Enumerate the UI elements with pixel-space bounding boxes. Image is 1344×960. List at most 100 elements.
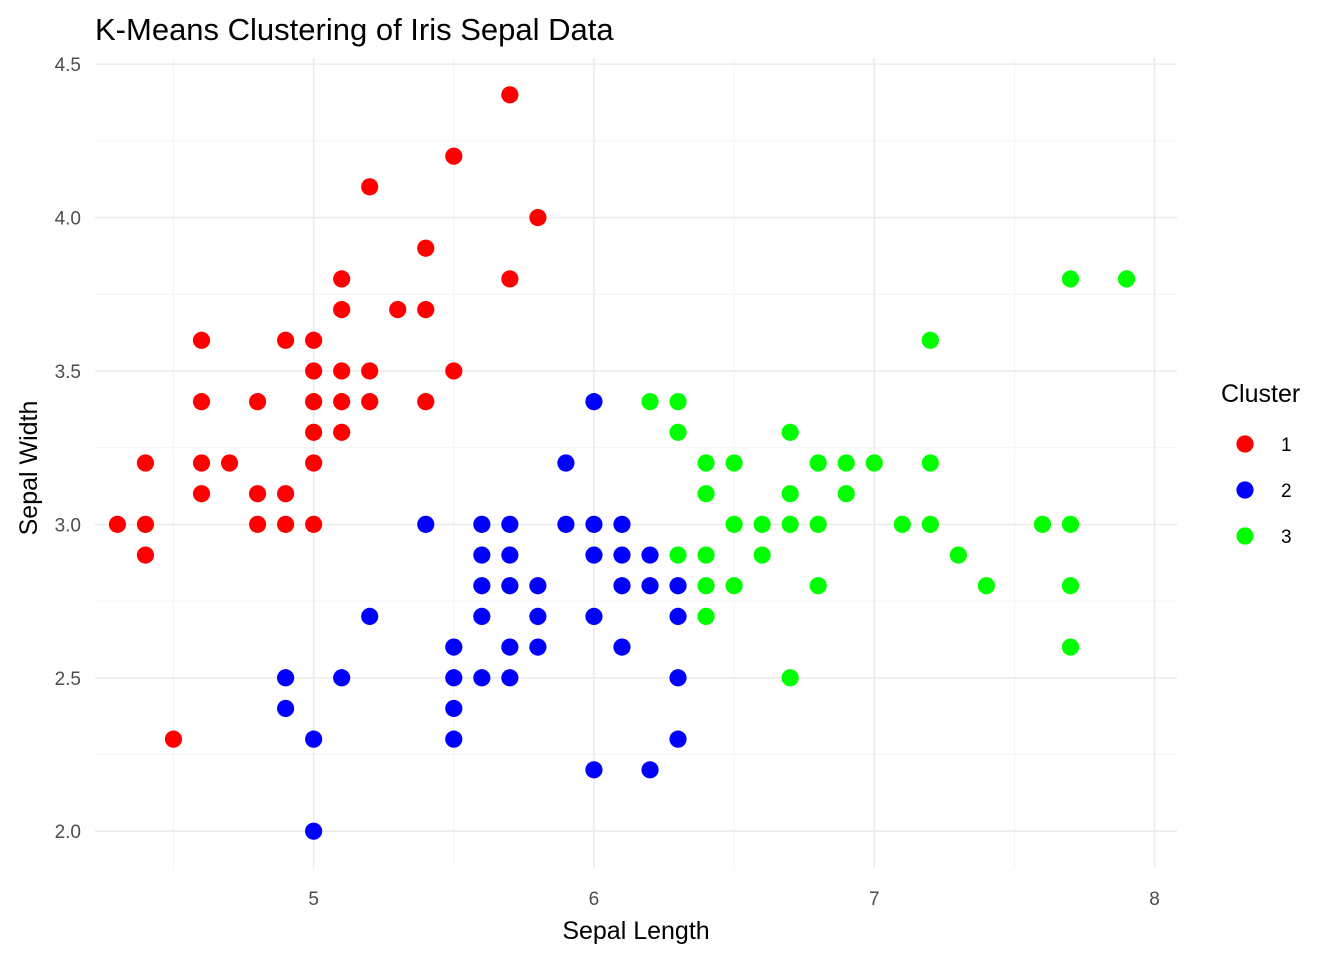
legend: Cluster 1 2 3 xyxy=(1221,380,1300,548)
cluster-2-point xyxy=(669,730,687,748)
cluster-1-point xyxy=(136,454,155,472)
cluster-1-point xyxy=(361,393,379,411)
legend-label-3: 3 xyxy=(1281,527,1292,548)
cluster-2-point xyxy=(361,607,379,626)
cluster-2-point xyxy=(445,730,463,748)
legend-key-2 xyxy=(1236,481,1254,499)
cluster-2-point xyxy=(473,607,491,626)
cluster-2-point xyxy=(585,515,603,533)
cluster-1-point xyxy=(192,331,211,349)
cluster-2-point xyxy=(585,546,603,564)
cluster-1-point xyxy=(305,515,323,533)
cluster-3-point xyxy=(1061,270,1080,288)
y-tick-label: 3.5 xyxy=(55,362,81,383)
cluster-1-point xyxy=(417,300,435,319)
cluster-2-point xyxy=(557,454,575,472)
cluster-2-point xyxy=(501,515,519,533)
cluster-3-point xyxy=(669,546,687,564)
cluster-1-point xyxy=(445,147,463,165)
cluster-2-point xyxy=(445,699,463,718)
cluster-1-point xyxy=(305,362,323,380)
cluster-3-point xyxy=(1033,515,1052,533)
cluster-3-point xyxy=(753,546,771,564)
cluster-3-point xyxy=(921,454,939,472)
cluster-3-point xyxy=(669,393,687,411)
cluster-3-point xyxy=(725,515,743,533)
cluster-1-point xyxy=(361,178,379,196)
cluster-2-point xyxy=(445,638,463,656)
cluster-2-point xyxy=(641,577,659,595)
cluster-2-point xyxy=(585,607,603,626)
cluster-3-point xyxy=(809,454,827,472)
cluster-3-point xyxy=(1061,515,1080,533)
cluster-2-point xyxy=(585,393,603,411)
cluster-2-point xyxy=(557,515,575,533)
cluster-1-point xyxy=(136,546,155,564)
cluster-3-point xyxy=(725,454,743,472)
cluster-3-point xyxy=(697,485,715,503)
cluster-1-point xyxy=(248,393,267,411)
cluster-3-point xyxy=(753,515,771,533)
cluster-3-point xyxy=(669,423,687,441)
cluster-1-point xyxy=(305,454,323,472)
cluster-1-point xyxy=(277,515,295,533)
cluster-3-point xyxy=(781,515,799,533)
cluster-3-point xyxy=(781,423,799,441)
cluster-2-point xyxy=(305,730,323,748)
cluster-1-point xyxy=(164,730,183,748)
cluster-1-point xyxy=(361,362,379,380)
cluster-3-point xyxy=(697,454,715,472)
cluster-3-point xyxy=(781,485,799,503)
cluster-2-point xyxy=(333,669,351,687)
cluster-2-point xyxy=(529,577,547,595)
x-tick-label: 5 xyxy=(308,889,319,910)
cluster-2-point xyxy=(473,515,491,533)
cluster-3-point xyxy=(809,577,827,595)
cluster-3-point xyxy=(781,669,799,687)
cluster-1-point xyxy=(417,239,435,257)
cluster-1-point xyxy=(277,331,295,349)
cluster-3-point xyxy=(1061,638,1080,656)
cluster-1-point xyxy=(248,485,267,503)
cluster-2-point xyxy=(529,638,547,656)
legend-key-1 xyxy=(1236,435,1254,453)
cluster-1-point xyxy=(192,454,211,472)
grid-lines xyxy=(95,58,1177,868)
cluster-2-point xyxy=(501,638,519,656)
legend-key-3 xyxy=(1236,527,1254,545)
cluster-3-point xyxy=(641,393,659,411)
y-tick-label: 3.0 xyxy=(55,515,81,536)
cluster-2-point xyxy=(669,577,687,595)
cluster-1-point xyxy=(305,393,323,411)
cluster-2-point xyxy=(473,577,491,595)
y-tick-label: 2.5 xyxy=(55,669,81,690)
cluster-2-point xyxy=(277,669,295,687)
cluster-2-point xyxy=(473,546,491,564)
cluster-3-point xyxy=(837,454,855,472)
cluster-2-point xyxy=(669,669,687,687)
cluster-3-point xyxy=(697,607,715,626)
cluster-2-point xyxy=(613,515,631,533)
cluster-1-point xyxy=(277,485,295,503)
cluster-1-point xyxy=(445,362,463,380)
cluster-1-point xyxy=(248,515,267,533)
y-axis-title: Sepal Width xyxy=(15,401,43,536)
legend-label-1: 1 xyxy=(1281,435,1292,456)
cluster-2-point xyxy=(501,577,519,595)
cluster-3-point xyxy=(949,546,967,564)
cluster-2-point xyxy=(529,607,547,626)
cluster-2-point xyxy=(669,607,687,626)
cluster-2-point xyxy=(613,638,631,656)
cluster-1-point xyxy=(417,393,435,411)
cluster-1-point xyxy=(501,270,519,288)
cluster-3-point xyxy=(977,577,995,595)
cluster-3-point xyxy=(865,454,883,472)
cluster-3-point xyxy=(837,485,855,503)
cluster-2-point xyxy=(473,669,491,687)
cluster-2-point xyxy=(641,546,659,564)
cluster-1-point xyxy=(333,423,351,441)
cluster-2-point xyxy=(305,822,323,840)
cluster-1-point xyxy=(333,270,351,288)
cluster-3-point xyxy=(893,515,911,533)
